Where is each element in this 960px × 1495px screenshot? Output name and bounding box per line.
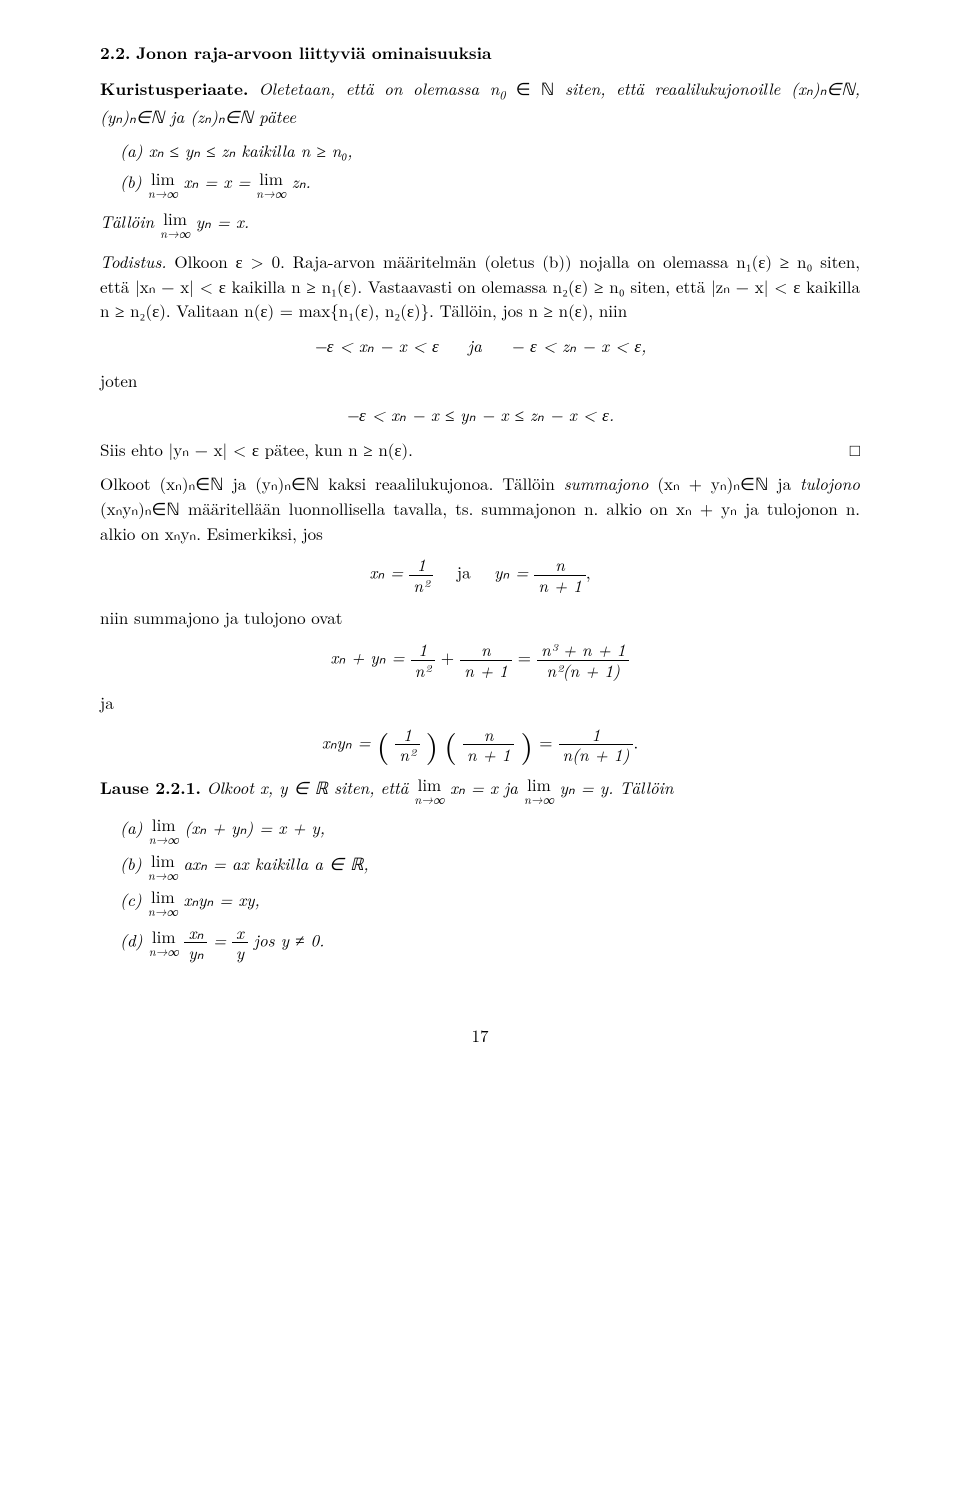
item-b-right: zₙ. [292, 169, 311, 193]
item-math: (xₙ + yₙ) = x + y, [184, 815, 325, 839]
lim-symbol: limn→∞ [149, 816, 179, 845]
lause-item-c: (c) limn→∞ xₙyₙ = xy, [120, 887, 860, 917]
section-number: 2.2. [100, 41, 130, 65]
theorem-squeeze: Kuristusperiaate. Oletetaan, että on ole… [100, 76, 860, 129]
qed-icon: □ [850, 437, 860, 462]
proof-label: Todistus. [100, 249, 167, 273]
lim-symbol: limn→∞ [524, 776, 554, 805]
item-label: (c) [120, 887, 148, 911]
fraction: 1n² [411, 640, 435, 680]
lim-symbol: limn→∞ [414, 776, 444, 805]
term-summajono: summajono [564, 471, 649, 495]
lause-text-b: xₙ = x ja [450, 775, 524, 799]
formula-sum: xₙ + yₙ = 1n² + nn + 1 = n³ + n + 1n²(n … [100, 640, 860, 680]
fraction: nn + 1 [463, 725, 514, 765]
fraction: n³ + n + 1n²(n + 1) [537, 640, 629, 680]
fraction: xy [232, 923, 248, 963]
lause-label: Lause 2.2.1. [100, 776, 201, 800]
proof-s1: Olkoon ε > 0. Raja-arvon määritelmän (ol… [100, 249, 860, 322]
paren-open-icon: ( [444, 729, 457, 761]
proof-display-2: −ε < xₙ − x ≤ yₙ − x ≤ zₙ − x < ε. [100, 402, 860, 427]
fraction: 1n(n + 1) [559, 725, 634, 765]
lim-symbol: limn→∞ [148, 888, 178, 917]
lause-item-a: (a) limn→∞ (xₙ + yₙ) = x + y, [120, 815, 860, 845]
paren-close-icon: ) [426, 729, 439, 761]
lause-text-c: yₙ = y. Tällöin [560, 775, 674, 799]
theorem-item-b: (b) limn→∞ xₙ = x = limn→∞ zₙ. [120, 169, 860, 199]
paren-close-icon: ) [521, 729, 534, 761]
item-math: axₙ = ax kaikilla a ∈ ℝ, [184, 851, 369, 875]
math-n0: n0 ∈ ℕ [490, 76, 555, 100]
fraction: xₙyₙ [184, 923, 207, 963]
formula-prod: xₙyₙ = ( 1n² ) ( nn + 1 ) = 1n(n + 1). [100, 725, 860, 765]
proof-s2-line: Siis ehto |yₙ − x| < ε pätee, kun n ≥ n(… [100, 437, 860, 462]
section-heading: 2.2. Jonon raja-arvoon liittyviä ominais… [100, 40, 860, 66]
lim-symbol: limn→∞ [149, 928, 179, 957]
proof-display-1: −ε < xₙ − x < ε ja − ε < zₙ − x < ε, [100, 333, 860, 358]
proof-s2: Siis ehto |yₙ − x| < ε pätee, kun n ≥ n(… [100, 437, 413, 461]
fraction: nn + 1 [534, 555, 585, 595]
item-tail: jos y ≠ 0. [254, 927, 325, 951]
conclusion-pre: Tällöin [100, 209, 160, 233]
paren-open-icon: ( [377, 729, 390, 761]
lim-symbol: limn→∞ [148, 852, 178, 881]
lim-symbol: limn→∞ [160, 210, 190, 239]
lause-221: Lause 2.2.1. Olkoot x, y ∈ ℝ siten, että… [100, 775, 860, 805]
item-label: (a) [120, 815, 149, 839]
item-b-left: xₙ = x = [184, 169, 251, 193]
lim-symbol: limn→∞ [256, 170, 286, 199]
item-a-label: (a) [120, 138, 149, 162]
section-title: Jonon raja-arvoon liittyviä ominaisuuksi… [136, 41, 491, 65]
theorem-intro-a: Oletetaan, että on olemassa [259, 76, 490, 100]
ja-connector: ja [100, 690, 860, 715]
item-math: xₙyₙ = xy, [184, 887, 260, 911]
lim-symbol: limn→∞ [148, 170, 178, 199]
theorem-name: Kuristusperiaate. [100, 77, 248, 101]
fraction: nn + 1 [460, 640, 511, 680]
proof-joten: joten [100, 368, 860, 393]
lause-item-d: (d) limn→∞ xₙyₙ = xy jos y ≠ 0. [120, 923, 860, 963]
item-label: (b) [120, 851, 148, 875]
para2-p2: (xₙ + yₙ)ₙ∈ℕ ja [648, 471, 800, 495]
item-b-label: (b) [120, 169, 148, 193]
formula-xn-yn: xₙ = 1n² ja yₙ = nn + 1, [100, 555, 860, 595]
para3: niin summajono ja tulojono ovat [100, 605, 860, 630]
para2-p1: Olkoot (xₙ)ₙ∈ℕ ja (yₙ)ₙ∈ℕ kaksi reaalilu… [100, 471, 564, 495]
theorem-item-a: (a) xₙ ≤ yₙ ≤ zₙ kaikilla n ≥ n₀, [120, 138, 860, 163]
item-a-text: xₙ ≤ yₙ ≤ zₙ kaikilla n ≥ n₀, [149, 138, 353, 162]
fraction: 1n² [395, 725, 419, 765]
para2-p3: (xₙyₙ)ₙ∈ℕ määritellään luonnollisella ta… [100, 496, 860, 545]
lause-item-b: (b) limn→∞ axₙ = ax kaikilla a ∈ ℝ, [120, 851, 860, 881]
item-label: (d) [120, 927, 149, 951]
conclusion-post: yₙ = x. [196, 209, 249, 233]
term-tulojono: tu­lojono [800, 471, 860, 495]
fraction: 1n² [409, 555, 433, 595]
page-number: 17 [100, 1023, 860, 1048]
proof-paragraph: Todistus. Olkoon ε > 0. Raja-arvon määri… [100, 249, 860, 323]
theorem-conclusion: Tällöin limn→∞ yₙ = x. [100, 209, 860, 239]
theorem-intro-b: siten, että reaalilukujonoille [554, 76, 791, 100]
para-sum-product: Olkoot (xₙ)ₙ∈ℕ ja (yₙ)ₙ∈ℕ kaksi reaalilu… [100, 471, 860, 545]
lause-text-a: Olkoot x, y ∈ ℝ siten, että [207, 775, 415, 799]
theorem-intro-c: pätee [253, 104, 296, 128]
